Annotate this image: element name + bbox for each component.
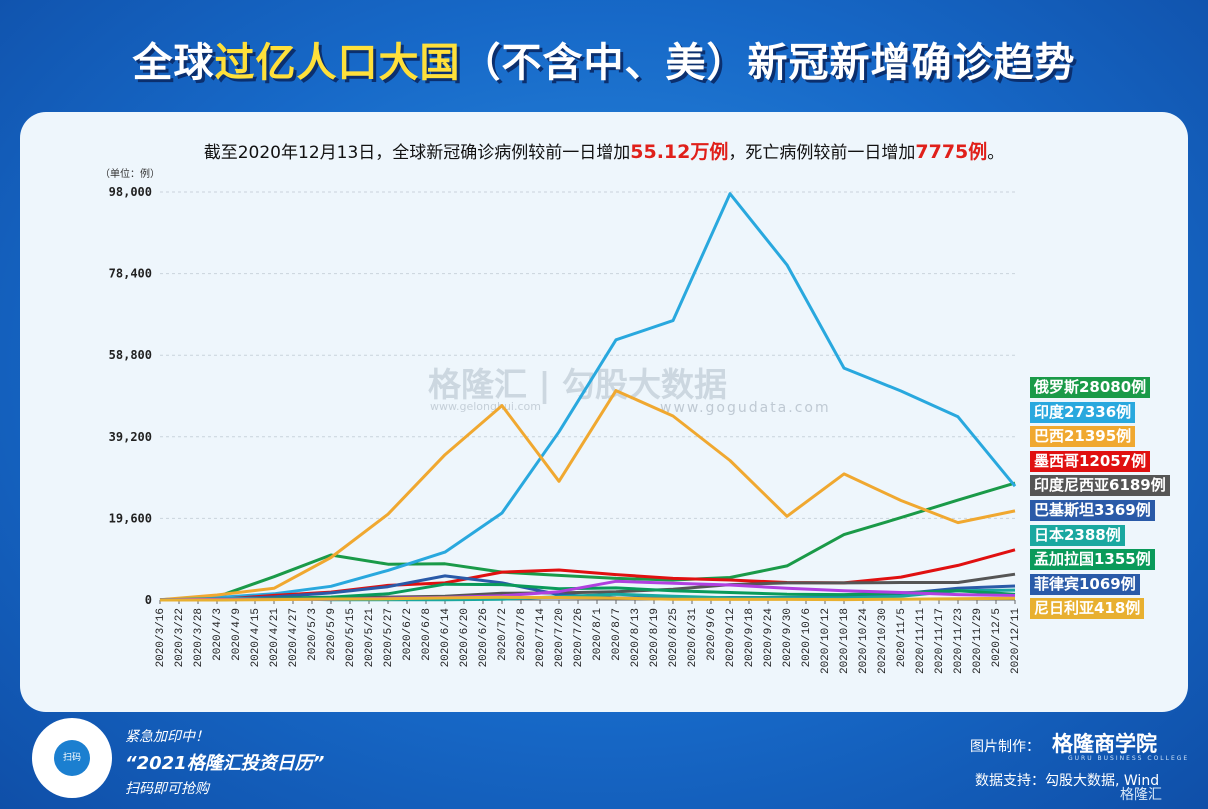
x-tick-label: 2020/5/9: [326, 608, 338, 661]
series-line: [159, 389, 1016, 602]
x-tick-label: 2020/11/23: [953, 608, 965, 674]
y-tick-label: 98,000: [109, 185, 152, 199]
x-tick-label: 2020/8/25: [668, 608, 680, 667]
corner-watermark: 格隆汇: [1120, 787, 1162, 803]
y-tick-label: 39,200: [109, 430, 152, 444]
promo-text: 紧急加印中！ “2021格隆汇投资日历” 扫码即可抢购: [125, 729, 325, 797]
x-tick-label: 2020/5/15: [345, 608, 357, 667]
chart-subtitle: 截至2020年12月13日，全球新冠确诊病例较前一日增加55.12万例，死亡病例…: [203, 141, 1005, 163]
x-tick-label: 2020/6/2: [402, 608, 414, 661]
watermark-url-left: www.gelonghui.com: [430, 400, 541, 413]
x-tick-label: 2020/4/21: [269, 608, 281, 668]
x-tick-label: 2020/9/12: [725, 608, 737, 667]
x-tick-label: 2020/11/29: [972, 608, 984, 674]
x-tick-label: 2020/5/21: [364, 608, 376, 668]
x-tick-label: 2020/10/30: [877, 608, 889, 674]
x-tick-label: 2020/3/16: [155, 608, 167, 667]
watermark: 格隆汇 | 勾股大数据: [428, 365, 728, 404]
x-tick-label: 2020/5/27: [383, 608, 395, 667]
data-source: 数据支持：勾股大数据, Wind: [975, 773, 1160, 789]
chart-legend: 俄罗斯28080例 印度27336例 巴西21395例 墨西哥12057例 印度尼西亚6…: [1030, 377, 1170, 623]
x-tick-label: 2020/3/28: [193, 608, 205, 667]
x-tick-label: 2020/4/9: [231, 608, 243, 661]
x-tick-label: 2020/7/14: [535, 608, 547, 668]
x-tick-label: 2020/9/24: [763, 608, 775, 668]
y-tick-label: 78,400: [109, 267, 152, 281]
x-tick-label: 2020/12/5: [991, 608, 1003, 667]
legend-item: 巴基斯坦3369例: [1030, 499, 1155, 521]
legend-item: 俄罗斯28080例: [1030, 377, 1151, 398]
x-tick-label: 2020/4/15: [250, 608, 262, 667]
x-tick-label: 2020/11/17: [934, 608, 946, 674]
y-tick-label: 0: [145, 593, 152, 607]
x-tick-label: 2020/4/3: [212, 608, 224, 661]
legend-item: 印度27336例: [1030, 401, 1136, 423]
legend-item: 尼日利亚418例: [1030, 598, 1145, 620]
x-tick-label: 2020/11/5: [896, 608, 908, 667]
brand-logo: 格隆商学院: [1052, 732, 1157, 756]
x-tick-label: 2020/10/12: [820, 608, 832, 674]
x-tick-label: 2020/8/13: [630, 608, 642, 667]
x-tick-label: 2020/6/8: [421, 608, 433, 661]
series-line: [159, 192, 1017, 602]
x-tick-label: 2020/9/18: [744, 608, 756, 667]
x-tick-label: 2020/6/14: [440, 608, 452, 668]
new-cases-value: 55.12万例: [630, 141, 729, 163]
x-tick-label: 2020/7/2: [497, 608, 509, 661]
x-tick-label: 2020/8/7: [611, 608, 623, 661]
legend-item: 印度尼西亚6189例: [1030, 475, 1170, 497]
series-line: [160, 595, 1016, 602]
x-tick-label: 2020/12/11: [1010, 608, 1022, 674]
watermark-url-right: www.gogudata.com: [660, 400, 831, 416]
x-tick-label: 2020/6/26: [478, 608, 490, 667]
x-tick-label: 2020/7/26: [573, 608, 585, 667]
x-tick-label: 2020/4/27: [288, 608, 300, 667]
x-tick-label: 2020/8/19: [649, 608, 661, 667]
legend-item: 孟加拉国1355例: [1030, 549, 1155, 571]
series-line: [159, 481, 1016, 602]
x-tick-label: 2020/11/11: [915, 608, 927, 674]
legend-item: 巴西21395例: [1030, 426, 1136, 448]
unit-label: （单位：例）: [100, 169, 160, 180]
y-tick-label: 19,600: [109, 511, 152, 525]
new-deaths-value: 7775例: [915, 141, 988, 163]
legend-item: 墨西哥12057例: [1030, 450, 1151, 472]
x-tick-label: 2020/10/18: [839, 608, 851, 674]
x-tick-label: 2020/9/6: [706, 608, 718, 661]
legend-item: 日本2388例: [1030, 524, 1125, 546]
page-title: 全球过亿人口大国（不含中、美）新冠新增确诊趋势: [132, 40, 1076, 86]
x-tick-label: 2020/10/6: [801, 608, 813, 667]
made-by-label: 图片制作：: [970, 739, 1040, 755]
x-tick-label: 2020/6/20: [459, 608, 471, 667]
x-tick-label: 2020/10/24: [858, 608, 870, 674]
x-tick-label: 2020/8/1: [592, 608, 604, 661]
x-tick-label: 2020/5/3: [307, 608, 319, 661]
x-tick-label: 2020/7/8: [516, 608, 528, 661]
x-tick-label: 2020/7/20: [554, 608, 566, 667]
series-line: [160, 582, 1016, 602]
x-tick-label: 2020/9/30: [782, 608, 794, 667]
qr-code[interactable]: 扫码: [32, 718, 112, 798]
y-tick-label: 58,800: [109, 348, 152, 362]
x-tick-label: 2020/3/22: [174, 608, 186, 667]
brand-subtitle: GURU BUSINESS COLLEGE: [1068, 755, 1190, 762]
legend-item: 菲律宾1069例: [1030, 573, 1140, 595]
x-tick-label: 2020/8/31: [687, 608, 699, 668]
